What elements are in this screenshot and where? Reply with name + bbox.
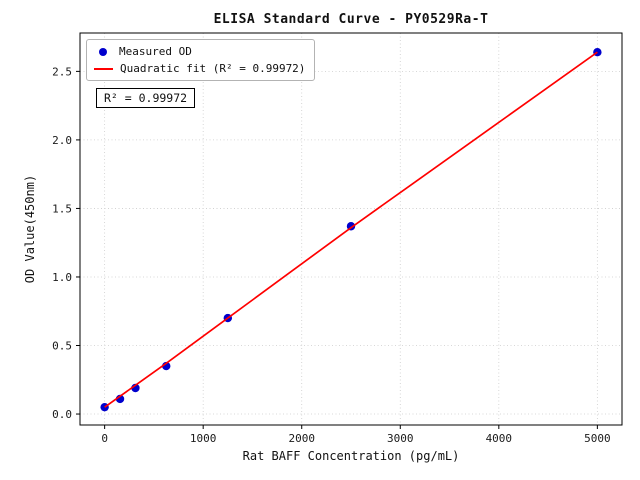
blue-dot-marker-icon xyxy=(99,47,107,56)
svg-text:2.0: 2.0 xyxy=(52,134,72,147)
svg-text:2.5: 2.5 xyxy=(52,65,72,78)
legend-label-measured-od: Measured OD xyxy=(119,45,192,58)
red-line-marker-icon xyxy=(94,67,113,70)
x-axis-label: Rat BAFF Concentration (pg/mL) xyxy=(242,449,460,463)
chart-title: ELISA Standard Curve - PY0529Ra-T xyxy=(213,12,489,27)
legend-label-quadratic-fit: Quadratic fit (R² = 0.99972) xyxy=(120,62,306,75)
svg-text:0: 0 xyxy=(101,432,108,445)
svg-text:0.5: 0.5 xyxy=(52,340,72,353)
svg-text:4000: 4000 xyxy=(486,432,513,445)
r-squared-annotation: R² = 0.99972 xyxy=(96,88,196,108)
legend-item-quadratic-fit: Quadratic fit (R² = 0.99972) xyxy=(94,62,305,75)
svg-text:1.5: 1.5 xyxy=(52,202,72,215)
svg-text:1.0: 1.0 xyxy=(52,271,72,284)
legend: Measured OD Quadratic fit (R² = 0.99972) xyxy=(86,39,316,81)
svg-text:3000: 3000 xyxy=(387,432,414,445)
svg-text:0.0: 0.0 xyxy=(52,408,72,421)
svg-text:1000: 1000 xyxy=(190,432,217,445)
y-axis-label: OD Value(450nm) xyxy=(23,174,37,284)
svg-text:2000: 2000 xyxy=(288,432,315,445)
svg-text:5000: 5000 xyxy=(584,432,611,445)
legend-item-measured-od: Measured OD xyxy=(94,45,305,58)
